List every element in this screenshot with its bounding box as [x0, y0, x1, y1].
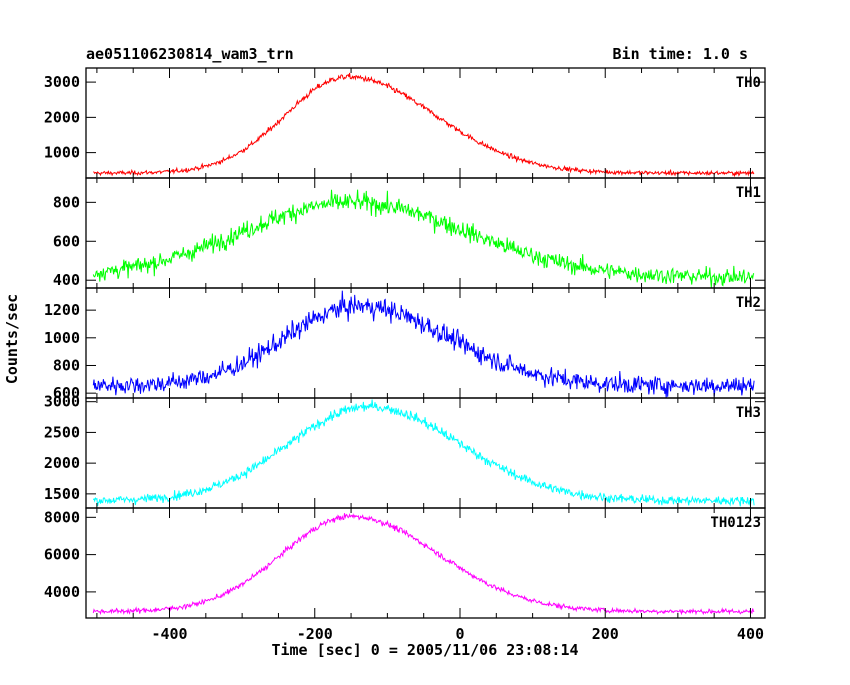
y-tick-label: 8000	[44, 508, 80, 526]
panel-label-th2: TH2	[736, 295, 761, 311]
panel-label-th1: TH1	[736, 185, 761, 201]
y-tick-label: 1000	[44, 329, 80, 347]
x-tick-label: 200	[592, 625, 619, 643]
y-tick-label: 600	[53, 384, 80, 402]
chart-title: ae051106230814_wam3_trn	[86, 45, 294, 63]
y-tick-label: 1500	[44, 485, 80, 503]
bin-time-label: Bin time: 1.0 s	[613, 45, 748, 63]
series-line-th0	[93, 72, 755, 178]
y-axis-title: Counts/sec	[3, 294, 21, 384]
panel-frame-th0123	[85, 507, 766, 619]
series-line-th3	[92, 399, 755, 507]
y-tick-label: 800	[53, 193, 80, 211]
x-tick-label: 0	[455, 625, 464, 643]
y-tick-label: 1200	[44, 301, 80, 319]
y-tick-label: 4000	[44, 583, 80, 601]
panel-label-th0: TH0	[736, 75, 761, 91]
series-line-th0123	[92, 513, 755, 616]
panel-label-th3: TH3	[736, 405, 761, 421]
series-line-th1	[92, 189, 755, 288]
series-line-th2	[92, 290, 755, 399]
y-tick-label: 1000	[44, 144, 80, 162]
y-tick-label: 3000	[44, 73, 80, 91]
x-axis-title: Time [sec] 0 = 2005/11/06 23:08:14	[271, 641, 578, 659]
y-tick-label: 3000	[44, 393, 80, 411]
panel-frame-th0	[85, 67, 766, 179]
y-tick-label: 600	[53, 232, 80, 250]
y-tick-label: 6000	[44, 546, 80, 564]
y-tick-label: 800	[53, 356, 80, 374]
y-tick-label: 2500	[44, 423, 80, 441]
y-tick-label: 2000	[44, 108, 80, 126]
y-tick-label: 400	[53, 271, 80, 289]
panel-label-th0123: TH0123	[710, 515, 761, 531]
x-tick-label: -400	[151, 625, 187, 643]
panel-frame-th1	[85, 177, 766, 289]
x-tick-label: -200	[297, 625, 333, 643]
y-tick-label: 2000	[44, 454, 80, 472]
x-tick-label: 400	[737, 625, 764, 643]
